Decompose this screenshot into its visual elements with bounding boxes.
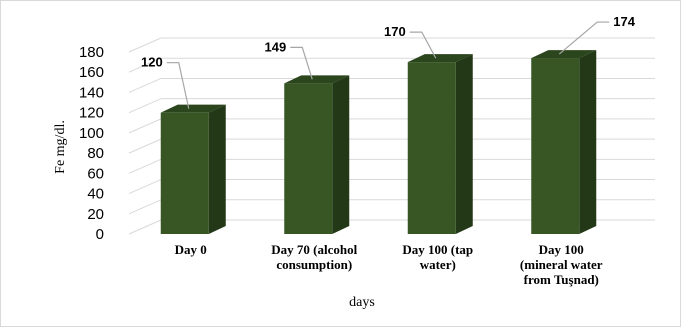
bar-front <box>531 58 580 234</box>
y-tick-label: 180 <box>79 44 104 61</box>
bar-top <box>160 104 226 113</box>
data-label: 149 <box>265 39 287 54</box>
y-tick-label: 0 <box>96 226 104 243</box>
x-tick-label: Day 0 <box>175 242 207 257</box>
bar-top <box>407 54 473 63</box>
y-axis: 0 20 40 60 80 100 120 140 160 180 <box>79 44 104 243</box>
bar-side <box>455 54 473 234</box>
x-axis-title: days <box>349 295 375 310</box>
data-label-leader <box>166 62 190 109</box>
bars <box>160 50 597 235</box>
gridline-diagonal <box>128 158 162 174</box>
data-label: 120 <box>141 55 163 70</box>
x-tick-label: Day 70 (alcohol consumption) <box>271 242 357 272</box>
bar <box>531 50 597 234</box>
gridline-diagonal <box>128 118 162 134</box>
bar-front <box>284 83 333 234</box>
bar-side <box>208 104 226 235</box>
data-label-leader <box>290 46 313 80</box>
gridline-diagonal <box>128 199 162 215</box>
data-labels: 120 149 170 174 <box>141 14 636 109</box>
gridline-diagonal <box>128 98 162 114</box>
x-tick-label: Day 100 (tap water) <box>402 242 473 272</box>
bar <box>407 54 473 234</box>
y-tick-label: 120 <box>79 105 104 122</box>
y-axis-title: Fe mg/dl. <box>53 120 68 174</box>
bar-side <box>332 75 350 234</box>
gridline-diagonal <box>128 179 162 195</box>
gridline-diagonal <box>128 138 162 154</box>
data-label-leader <box>409 31 437 59</box>
data-label: 170 <box>384 24 406 39</box>
y-tick-label: 160 <box>79 64 104 81</box>
y-tick-label: 140 <box>79 84 104 101</box>
x-axis-labels: Day 0 Day 70 (alcohol consumption) Day 100 … <box>175 242 603 287</box>
y-tick-label: 100 <box>79 125 104 142</box>
bar-front <box>407 62 456 234</box>
bar-top <box>531 50 597 59</box>
data-label-leader <box>558 21 610 55</box>
gridline-diagonal <box>128 37 162 53</box>
bar-top <box>284 75 350 84</box>
bar-front <box>160 112 209 234</box>
y-tick-label: 20 <box>87 206 104 223</box>
y-tick-label: 40 <box>87 186 104 203</box>
bar-side <box>579 50 597 234</box>
y-tick-label: 80 <box>87 145 104 162</box>
bar <box>160 104 226 235</box>
gridline-diagonal <box>128 219 162 235</box>
y-tick-label: 60 <box>87 165 104 182</box>
x-tick-label: Day 100 (mineral water from Tuşnad) <box>520 242 603 287</box>
gridline-diagonal <box>128 77 162 93</box>
bar <box>284 75 350 234</box>
gridline-diagonal <box>128 57 162 73</box>
data-label: 174 <box>613 14 635 29</box>
